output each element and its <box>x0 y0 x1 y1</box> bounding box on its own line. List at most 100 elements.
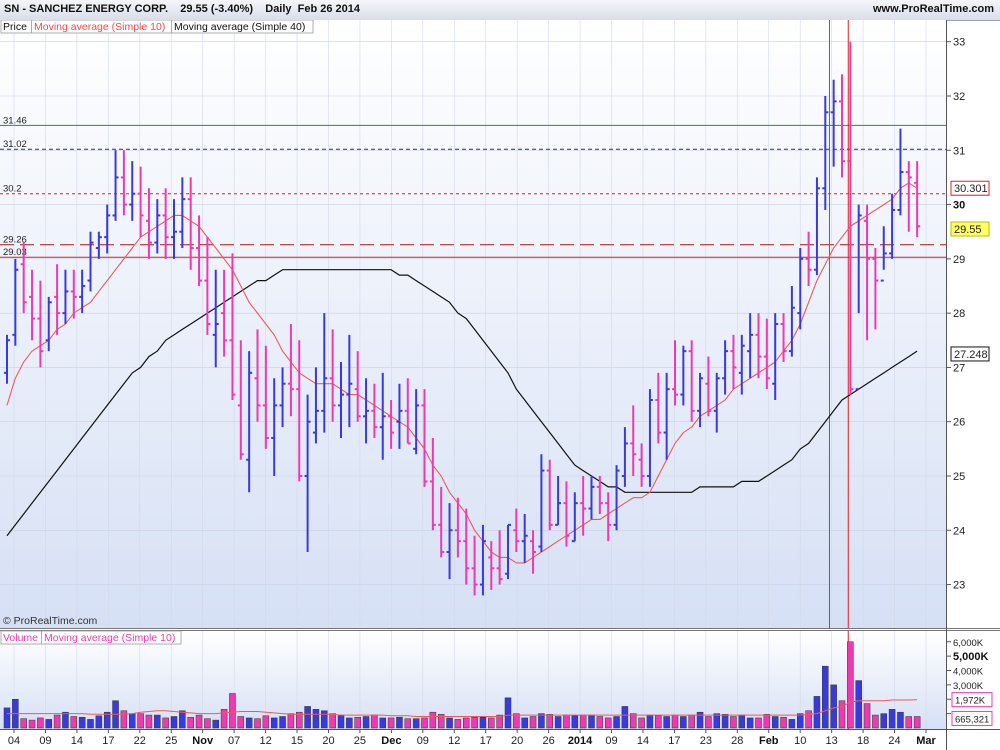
ohlc-bar <box>914 161 921 238</box>
ohlc-bar <box>705 356 712 417</box>
ohlc-bar <box>513 508 520 552</box>
volume-bar <box>621 706 629 729</box>
volume-bar <box>671 714 679 729</box>
ohlc-bar <box>45 296 52 352</box>
ohlc-bar <box>697 372 704 428</box>
vol-tick-label: 4,000K <box>953 667 984 678</box>
ohlc-bar <box>4 334 10 384</box>
ohlc-bar <box>630 405 637 476</box>
ohlc-bar <box>772 313 779 400</box>
volume-bar <box>70 716 78 729</box>
x-tick-label: 10 <box>794 735 806 747</box>
ohlc-bar <box>805 231 812 286</box>
volume-bar <box>287 713 295 729</box>
volume-bar <box>696 711 704 729</box>
volume-bar <box>170 716 178 729</box>
volume-bar <box>262 715 270 729</box>
volume-bar <box>421 717 428 729</box>
volume-bar <box>513 713 520 729</box>
ma10-line <box>6 182 918 564</box>
volume-bar <box>3 707 11 729</box>
legend-ma40[interactable]: Moving average (Simple 40) <box>174 21 305 33</box>
volume-bar <box>245 717 253 729</box>
level-label: 30.2 <box>3 184 22 195</box>
volume-bar <box>488 717 495 729</box>
ohlc-bar <box>571 492 578 543</box>
ohlc-bar <box>788 286 795 357</box>
level-label: 31.46 <box>3 115 27 126</box>
legend-price[interactable]: Price <box>3 21 27 33</box>
y-tick-label: 28 <box>953 308 965 320</box>
volume-bar <box>538 713 545 729</box>
volume-bar <box>212 719 219 729</box>
volume-bar <box>412 718 420 729</box>
volume-bar <box>346 717 353 729</box>
volume-bar <box>454 719 462 729</box>
ohlc-bar <box>872 248 879 330</box>
price-marker-box <box>950 346 990 362</box>
volume-bar <box>103 711 111 729</box>
y-tick-label: 26 <box>953 417 965 429</box>
volume-bar <box>596 716 604 729</box>
volume-bar <box>713 713 720 729</box>
ohlc-bar <box>338 362 344 438</box>
x-tick-label: 13 <box>826 735 838 747</box>
ohlc-bar <box>713 372 720 433</box>
ohlc-bar <box>488 541 495 590</box>
price-axis[interactable]: 33 32 31 30 29 28 27 26 25 24 23 30.301 29.55 27.248 <box>946 37 990 592</box>
ma10-path <box>6 182 918 564</box>
ohlc-bar <box>588 476 595 520</box>
volume-bar <box>187 716 194 729</box>
price-panel-bg <box>0 20 946 628</box>
ohlc-bar <box>605 492 612 542</box>
ohlc-bar <box>905 161 912 232</box>
ohlc-bar <box>479 524 486 596</box>
volume-bar <box>28 719 36 729</box>
legend-ma10[interactable]: Moving average (Simple 10) <box>34 21 165 33</box>
y-tick-label: 33 <box>953 37 965 49</box>
x-tick-label: 17 <box>102 735 114 747</box>
ohlc-bar <box>847 41 854 395</box>
ohlc-bar <box>596 476 603 514</box>
ohlc-bar <box>62 269 69 324</box>
ohlc-bar <box>404 378 411 445</box>
volume-axis[interactable]: 6,000K5,000K4,000K3,000K2,000K1,000K1,97… <box>946 638 993 726</box>
ohlc-bar <box>496 530 503 585</box>
volume-bar <box>663 716 670 729</box>
ohlc-bar <box>680 345 687 406</box>
ohlc-bar <box>897 128 904 216</box>
x-tick-label: 18 <box>857 735 869 747</box>
ohlc-bar <box>822 96 829 210</box>
ohlc-bar <box>262 345 269 449</box>
volume-bar <box>905 716 913 729</box>
date-axis[interactable]: 04 09 14 17 22 25 Nov 07 12 15 20 25 Dec 09 12 17 20 26 20… <box>8 729 937 747</box>
ohlc-bar <box>154 199 161 254</box>
volume-bar <box>204 718 211 729</box>
ohlc-bar <box>413 389 420 455</box>
ohlc-bar <box>730 334 737 390</box>
x-tick-label: 26 <box>542 735 554 747</box>
price-legend[interactable]: Price Moving average (Simple 10) Moving … <box>0 20 314 34</box>
volume-bar <box>688 714 695 729</box>
ohlc-bar <box>137 166 144 238</box>
volume-legend[interactable]: Volume Moving average (Simple 10) <box>0 630 182 645</box>
x-tick-label: Nov <box>192 735 214 747</box>
x-tick-label: 09 <box>605 735 617 747</box>
legend-volume[interactable]: Volume <box>3 632 38 644</box>
ohlc-bar <box>722 340 729 395</box>
volume-bar <box>95 715 103 729</box>
volume-bar <box>863 703 871 729</box>
site-url[interactable]: www.ProRealTime.com <box>872 3 994 15</box>
price-marker-label: 29.55 <box>954 224 982 236</box>
ohlc-bar <box>254 329 261 422</box>
x-tick-label: 17 <box>668 735 680 747</box>
volume-bar <box>362 716 370 729</box>
volume-bar <box>646 714 654 729</box>
volume-bar <box>705 716 712 729</box>
volume-bar <box>120 710 128 729</box>
x-tick-label: Dec <box>381 735 401 747</box>
legend-vol-ma[interactable]: Moving average (Simple 10) <box>44 632 175 644</box>
ohlc-bar <box>454 497 461 558</box>
volume-bar <box>613 716 620 729</box>
